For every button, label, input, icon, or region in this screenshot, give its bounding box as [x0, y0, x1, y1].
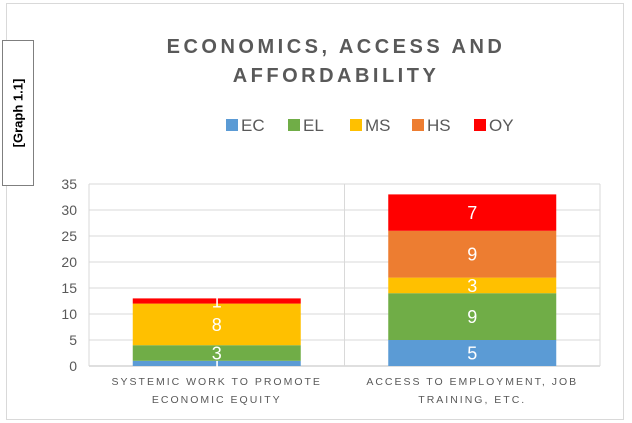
data-label-ec-1: 1	[212, 354, 222, 374]
data-label-oy-1: 1	[212, 292, 222, 312]
data-label-el-2: 9	[467, 307, 477, 327]
legend-label-oy: OY	[489, 116, 514, 135]
legend-label-hs: HS	[427, 116, 451, 135]
y-tick-label: 15	[61, 280, 77, 296]
x-category-label-1: ECONOMIC EQUITY	[152, 394, 282, 406]
graph-tab: [Graph 1.1]	[2, 40, 34, 186]
data-label-el-1: 3	[212, 344, 222, 364]
data-label-ms-2: 3	[467, 276, 477, 296]
y-tick-label: 0	[69, 358, 77, 374]
data-label-ms-1: 8	[212, 315, 222, 335]
data-label-ec-2: 5	[467, 344, 477, 364]
bar-hs-2	[388, 230, 557, 278]
y-tick-label: 30	[61, 202, 77, 218]
legend-label-ms: MS	[365, 116, 391, 135]
x-category-label-1: SYSTEMIC WORK TO PROMOTE	[112, 376, 322, 388]
bar-ms-1	[132, 303, 301, 346]
x-category-label-2: TRAINING, ETC.	[418, 394, 526, 406]
bar-ec-2	[388, 340, 557, 366]
data-label-oy-2: 7	[467, 203, 477, 223]
legend-swatch-el	[288, 119, 300, 131]
bar-ec-1	[132, 360, 301, 366]
bar-ms-2	[388, 277, 557, 294]
legend-swatch-ec	[226, 119, 238, 131]
y-tick-label: 20	[61, 254, 77, 270]
bar-oy-2	[388, 194, 557, 231]
chart-legend: EC EL MS HS OY	[226, 116, 514, 135]
y-tick-label: 5	[69, 332, 77, 348]
legend-swatch-hs	[412, 119, 424, 131]
data-label-hs-2: 9	[467, 245, 477, 265]
bar-el-2	[388, 293, 557, 340]
legend-label-el: EL	[303, 116, 324, 135]
y-tick-label: 10	[61, 306, 77, 322]
bar-oy-1	[132, 298, 301, 304]
y-tick-label: 35	[61, 176, 77, 192]
x-axis-labels: SYSTEMIC WORK TO PROMOTE ECONOMIC EQUITY A…	[112, 376, 578, 406]
chart-title-line-2: AFFORDABILITY	[233, 65, 440, 87]
chart-title-line-1: ECONOMICS, ACCESS AND	[167, 36, 506, 58]
y-tick-label: 25	[61, 228, 77, 244]
legend-label-ec: EC	[241, 116, 265, 135]
bar-el-1	[132, 345, 301, 361]
y-axis-ticks: 0 5 10 15 20 25 30 35	[61, 176, 77, 374]
legend-swatch-oy	[474, 119, 486, 131]
x-category-label-2: ACCESS TO EMPLOYMENT, JOB	[366, 376, 578, 388]
legend-swatch-ms	[350, 119, 362, 131]
